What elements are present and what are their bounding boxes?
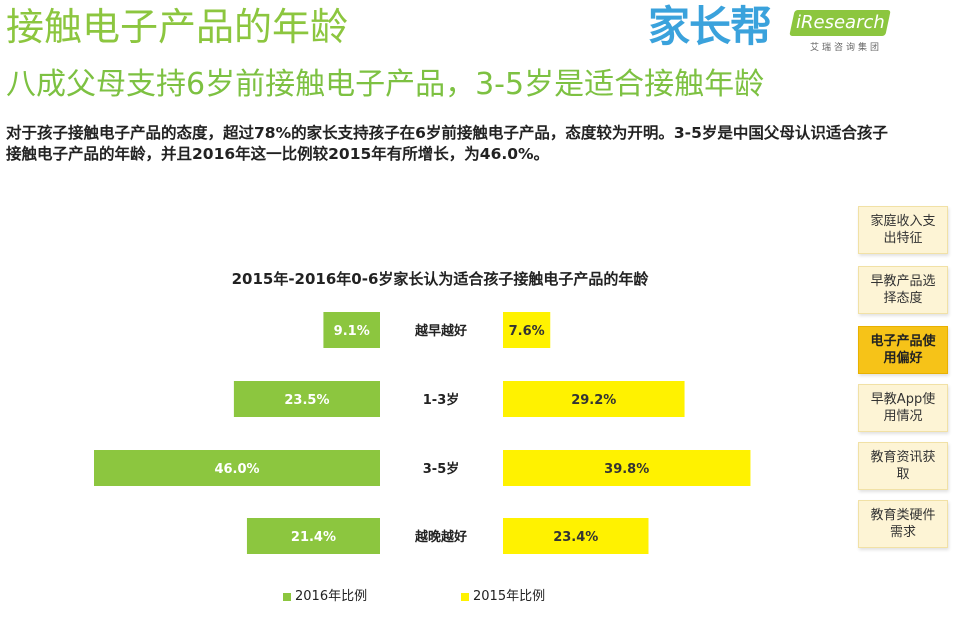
legend-2016-swatch (283, 592, 291, 601)
legend-2015-swatch (461, 592, 469, 601)
bar-label-2016-3: 21.4% (291, 530, 336, 545)
category-label-3: 越晚越好 (414, 529, 467, 545)
bar-2015-3 (503, 518, 649, 554)
bar-label-2016-1: 23.5% (284, 393, 329, 408)
butterfly-bar-chart: 9.1% 7.6% 越早越好 23.5% 29.2% 1-3岁 46.0% 39.8% 3-5岁… (94, 312, 751, 554)
nav-item-electronics[interactable]: 电子产品使用偏好 (858, 326, 948, 374)
nav-item-label: 教育资讯获取 (870, 450, 936, 482)
nav-item-early-edu-attitude[interactable]: 早教产品选择态度 (858, 266, 948, 314)
bar-2015-2 (503, 450, 751, 486)
nav-item-label: 早教产品选择态度 (870, 274, 936, 306)
page-subtitle: 八成父母支持6岁前接触电子产品，3-5岁是适合接触年龄 (6, 67, 765, 102)
bar-label-2016-2: 46.0% (214, 462, 259, 477)
bar-label-2016-0: 9.1% (334, 324, 370, 339)
iresearch-logo-text: iResearch (796, 12, 885, 33)
bar-2015-0 (503, 312, 551, 348)
legend-2016-label: 2016年比例 (295, 589, 368, 604)
nav-item-label: 教育类硬件需求 (870, 508, 936, 540)
nav-item-early-edu-app[interactable]: 早教App使用情况 (858, 384, 948, 432)
bar-label-2015-1: 29.2% (571, 393, 616, 408)
legend-2015: 2015年比例 (461, 585, 545, 604)
nav-item-label: 早教App使用情况 (870, 392, 936, 424)
bar-label-2015-2: 39.8% (604, 462, 649, 477)
chart-title: 2015年-2016年0-6岁家长认为适合孩子接触电子产品的年龄 (231, 270, 649, 288)
nav-item-label: 电子产品使用偏好 (870, 334, 936, 366)
nav-item-label: 家庭收入支出特征 (870, 214, 936, 246)
bar-2016-1 (233, 381, 380, 417)
legend-2015-label: 2015年比例 (473, 589, 546, 604)
bar-2015-1 (503, 381, 685, 417)
page-title: 接触电子产品的年龄 (6, 5, 349, 49)
category-label-1: 1-3岁 (423, 392, 460, 408)
category-label-0: 越早越好 (414, 323, 467, 339)
jiazhangbang-logo: 家长帮 (648, 2, 772, 51)
bar-label-2015-3: 23.4% (553, 530, 598, 545)
nav-item-edu-news[interactable]: 教育资讯获取 (858, 442, 948, 490)
iresearch-logo-subtext: 艾瑞咨询集团 (810, 43, 883, 53)
jiazhangbang-logo-text: 家长帮 (648, 2, 772, 51)
bar-2016-2 (94, 450, 380, 486)
legend-2016: 2016年比例 (283, 585, 367, 604)
bar-2016-0 (323, 312, 380, 348)
category-label-2: 3-5岁 (423, 461, 460, 477)
nav-item-edu-hardware[interactable]: 教育类硬件需求 (858, 500, 948, 548)
page-description: 对于孩子接触电子产品的态度，超过78%的家长支持孩子在6岁前接触电子产品，态度较… (6, 124, 888, 163)
bar-label-2015-0: 7.6% (509, 324, 545, 339)
iresearch-logo: iResearch 艾瑞咨询集团 (780, 4, 891, 53)
bar-2016-3 (246, 518, 380, 554)
nav-item-income[interactable]: 家庭收入支出特征 (858, 206, 948, 254)
